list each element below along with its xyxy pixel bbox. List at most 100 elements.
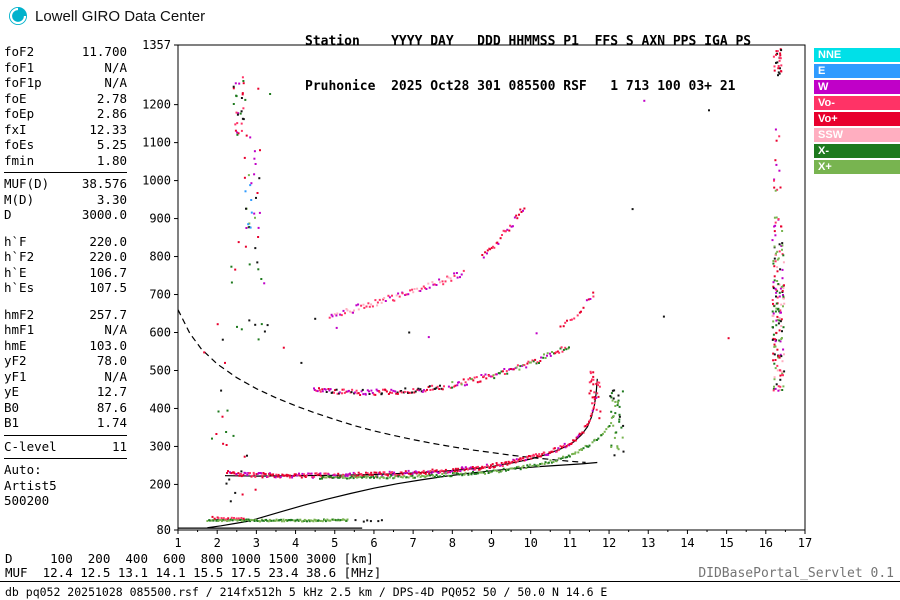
echo-trace-third-hop-tail (559, 291, 595, 328)
param-value: 11.700 (81, 44, 127, 59)
param-row-fof1: foF1 N/A (4, 60, 127, 76)
y-tick-label: 1200 (142, 98, 171, 112)
param-label: 500200 (4, 493, 50, 508)
echo-direction-legend: NNE E W Vo- Vo+ SSW X- X+ (814, 48, 900, 176)
param-label: B1 (4, 415, 20, 430)
transmission-curve-dashed (177, 309, 586, 463)
param-value: 2.78 (96, 90, 127, 106)
param-row-mufd: MUF(D) 38.576 (4, 176, 127, 192)
legend-item-e: E (814, 64, 900, 78)
param-row-foes: foEs 5.25 (4, 137, 127, 153)
param-row-artist5: Artist5 (4, 478, 127, 494)
x-tick-label: 7 (410, 536, 417, 550)
param-row-hf: h`F 220.0 (4, 234, 127, 250)
param-value: 78.0 (96, 353, 127, 368)
y-tick-label: 900 (149, 212, 171, 226)
param-row-yf2: yF2 78.0 (4, 353, 127, 369)
param-row-foep: foEp 2.86 (4, 106, 127, 122)
param-value: 5.25 (96, 137, 127, 152)
x-tick-label: 11 (563, 536, 577, 550)
param-row-hmf1: hmF1 N/A (4, 322, 127, 338)
param-row-clevel: C-level 11 (4, 439, 127, 455)
lowell-giro-logo-icon (9, 7, 27, 25)
x-tick-label: 8 (449, 536, 456, 550)
param-label: C-level (4, 438, 57, 454)
param-row-hes: h`Es 107.5 (4, 280, 127, 296)
y-tick-label: 800 (149, 250, 171, 264)
param-label: foEs (4, 137, 35, 152)
y-tick-label: 1357 (142, 38, 171, 52)
x-tick-label: 15 (719, 536, 733, 550)
param-label: foE (4, 90, 27, 106)
app-title: Lowell GIRO Data Center (35, 7, 206, 25)
param-value: 257.7 (89, 306, 127, 322)
param-label: Auto: (4, 462, 42, 477)
muf-values-row: MUF 12.4 12.5 13.1 14.1 15.5 17.5 23.4 3… (5, 565, 382, 580)
echo-cloud-rfi-column (771, 239, 786, 392)
echo-cloud-noise-e-region (225, 454, 264, 503)
param-label: foEp (4, 106, 35, 121)
param-label: fxI (4, 121, 27, 137)
param-row-ye: yE 12.7 (4, 384, 127, 400)
x-tick-label: 5 (331, 536, 338, 550)
station-header-line2: Pruhonice 2025 Oct28 301 085500 RSF 1 71… (305, 79, 736, 94)
param-value: 3.30 (96, 191, 127, 207)
param-value: N/A (104, 368, 127, 384)
param-value: 3000.0 (81, 207, 127, 222)
param-row-md: M(D) 3.30 (4, 192, 127, 208)
param-row-b1: B1 1.74 (4, 415, 127, 431)
legend-item-nne: NNE (814, 48, 900, 62)
echo-trace-es-layer-o (211, 515, 245, 521)
y-tick-label: 80 (157, 523, 171, 537)
param-label: foF1p (4, 75, 42, 90)
db-record-info: db pq052 20251028 085500.rsf / 214fx512h… (5, 585, 608, 599)
echo-trace-second-hop-flat (313, 384, 445, 396)
param-value: 11 (111, 438, 127, 454)
echo-cloud-noise-column-low (230, 236, 269, 341)
y-axis: 1357 1200 1100 1000 900 800 700 600 500 400 300 200… (142, 38, 178, 537)
y-tick-label: 700 (149, 288, 171, 302)
y-tick-label: 200 (149, 477, 171, 491)
echo-trace-third-hop (328, 269, 465, 319)
param-label: B0 (4, 399, 20, 415)
x-tick-label: 3 (253, 536, 260, 550)
param-value: 2.86 (96, 106, 127, 121)
param-label: hmF1 (4, 322, 35, 337)
param-value: N/A (104, 75, 127, 90)
x-tick-label: 6 (370, 536, 377, 550)
param-label: foF1 (4, 59, 35, 75)
param-row-foe: foE 2.78 (4, 91, 127, 107)
fitted-o-trace (224, 378, 598, 477)
param-label: hmE (4, 337, 27, 353)
param-value: 12.7 (96, 384, 127, 399)
panel-divider (4, 434, 127, 436)
echo-trace-es-layer (206, 518, 349, 523)
footer-divider (0, 581, 900, 582)
param-value: 87.6 (96, 399, 127, 415)
param-row-hf2: h`F2 220.0 (4, 249, 127, 265)
y-tick-label: 300 (149, 439, 171, 453)
param-row-yf1: yF1 N/A (4, 369, 127, 385)
legend-item-w: W (814, 80, 900, 94)
param-label: h`F (4, 233, 27, 249)
param-value: 106.7 (89, 264, 127, 280)
echo-cloud-noise-column-mid (243, 134, 261, 229)
param-value: N/A (104, 322, 127, 337)
x-tick-label: 4 (292, 536, 299, 550)
legend-item-vo: Vo+ (814, 112, 900, 126)
param-label: fmin (4, 152, 35, 168)
y-tick-label: 1100 (142, 136, 171, 150)
param-value: 103.0 (89, 337, 127, 353)
param-row-d: D 3000.0 (4, 207, 127, 223)
param-row-hme: hmE 103.0 (4, 338, 127, 354)
param-value: 38.576 (81, 176, 127, 191)
legend-item-vo: Vo- (814, 96, 900, 110)
x-tick-label: 10 (523, 536, 537, 550)
x-tick-label: 14 (680, 536, 694, 550)
echo-cloud-rfi-top (772, 48, 783, 77)
panel-gap (4, 296, 127, 307)
param-value: 1.74 (96, 415, 127, 430)
parameter-panel: foF2 11.700 foF1 N/A foF1p N/A foE 2.78 foEp 2.86… (4, 44, 127, 509)
y-tick-label: 600 (149, 326, 171, 340)
